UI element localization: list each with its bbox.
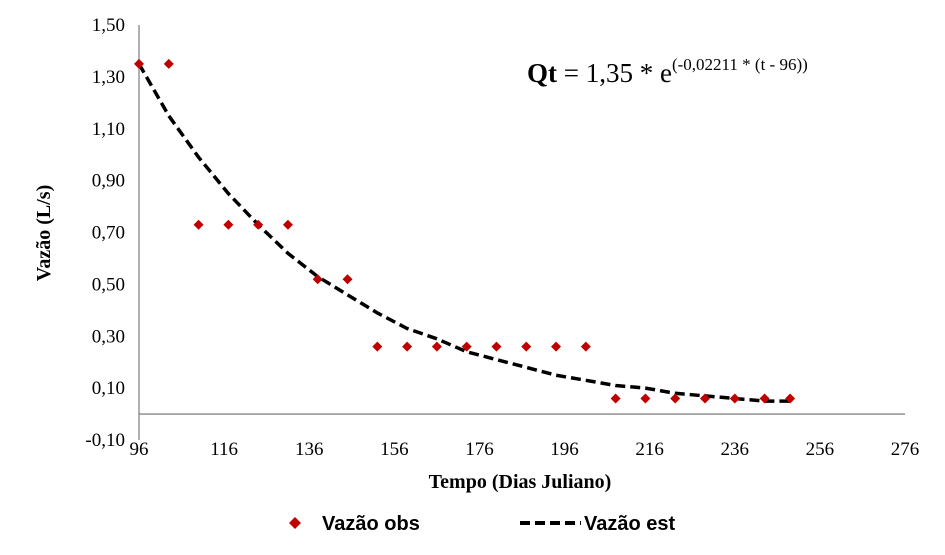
y-tick-label: 0,70 bbox=[92, 223, 125, 244]
vazao-obs-point bbox=[253, 219, 264, 230]
vazao-obs-point bbox=[670, 393, 681, 404]
vazao-obs-point bbox=[729, 393, 740, 404]
vazao-obs-point bbox=[699, 393, 710, 404]
vazao-obs-point bbox=[312, 274, 323, 285]
vazao-obs-point bbox=[134, 58, 144, 69]
y-tick-label: 0,30 bbox=[92, 326, 125, 347]
equation-exponent: (-0,02211 * (t - 96)) bbox=[672, 55, 808, 74]
vazao-obs-point bbox=[372, 341, 383, 352]
legend-marker-vazao-obs bbox=[289, 517, 301, 529]
vazao-obs-point bbox=[640, 393, 651, 404]
y-tick-label: 0,50 bbox=[92, 274, 125, 295]
vazao-obs-point bbox=[461, 341, 472, 352]
x-axis-title: Tempo (Dias Juliano) bbox=[429, 471, 612, 493]
vazao-obs-point bbox=[551, 341, 562, 352]
y-tick-label: 0,10 bbox=[92, 378, 125, 399]
equation-annotation: Qt = 1,35 * e(-0,02211 * (t - 96)) bbox=[527, 55, 808, 88]
vazao-obs-point bbox=[491, 341, 502, 352]
legend: Vazão obs Vazão est bbox=[289, 513, 676, 535]
vazao-obs-point bbox=[785, 393, 796, 404]
y-axis-title: Vazão (L/s) bbox=[33, 185, 55, 281]
x-tick-label: 136 bbox=[295, 439, 324, 460]
x-tick-label: 176 bbox=[465, 439, 494, 460]
vazao-obs-point bbox=[193, 219, 204, 230]
x-tick-label: 196 bbox=[550, 439, 579, 460]
x-tick-label: 156 bbox=[380, 439, 409, 460]
vazao-obs-point bbox=[223, 219, 234, 230]
vazao-obs-point bbox=[342, 274, 353, 285]
y-tick-label: -0,10 bbox=[85, 430, 125, 451]
vazao-obs-point bbox=[431, 341, 442, 352]
series-vazao-obs bbox=[134, 58, 796, 404]
equation-body: = 1,35 * e bbox=[557, 58, 672, 88]
tick-labels: 1,50 1,30 1,10 0,90 0,70 0,50 0,30 0,10 -0,10 96 1… bbox=[85, 15, 919, 460]
legend-label-vazao-est: Vazão est bbox=[584, 513, 676, 535]
vazao-est-line bbox=[137, 63, 791, 403]
x-tick-label: 276 bbox=[891, 439, 920, 460]
y-tick-label: 1,10 bbox=[92, 119, 125, 140]
vazao-obs-point bbox=[163, 58, 174, 69]
vazao-obs-point bbox=[282, 219, 293, 230]
vazao-obs-point bbox=[521, 341, 532, 352]
vazao-obs-point bbox=[759, 393, 770, 404]
x-tick-label: 96 bbox=[130, 439, 149, 460]
x-tick-label: 116 bbox=[210, 439, 238, 460]
legend-label-vazao-obs: Vazão obs bbox=[322, 513, 420, 535]
axes bbox=[138, 25, 905, 440]
y-tick-label: 0,90 bbox=[92, 171, 125, 192]
vazao-obs-point bbox=[580, 341, 591, 352]
x-tick-label: 236 bbox=[721, 439, 750, 460]
x-tick-label: 256 bbox=[806, 439, 835, 460]
series-vazao-est bbox=[137, 63, 791, 403]
vazao-obs-point bbox=[402, 341, 413, 352]
x-tick-label: 216 bbox=[635, 439, 664, 460]
equation-prefix: Qt bbox=[527, 58, 557, 88]
y-tick-label: 1,50 bbox=[92, 15, 125, 36]
vazao-obs-point bbox=[610, 393, 621, 404]
y-tick-label: 1,30 bbox=[92, 67, 125, 88]
